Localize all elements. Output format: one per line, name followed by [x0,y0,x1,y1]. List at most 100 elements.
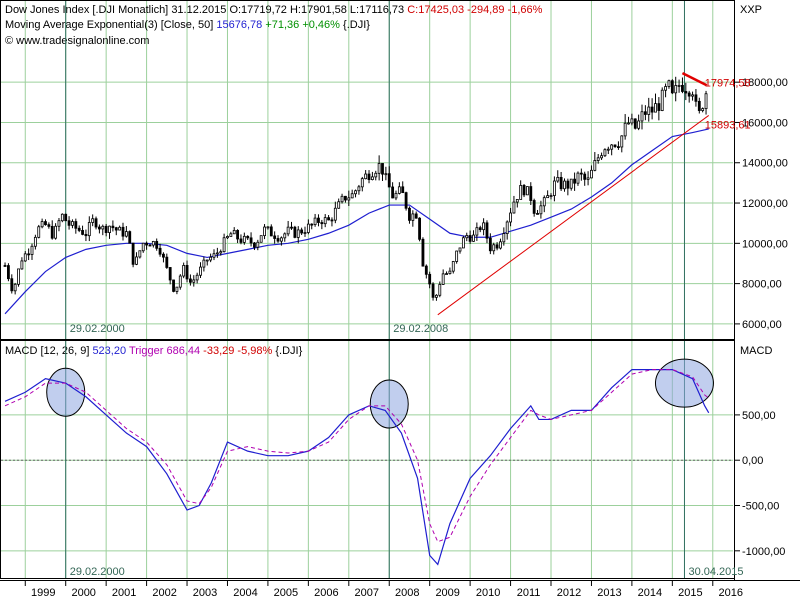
x-tick-label: 2006 [314,587,338,599]
candle-body [330,219,334,222]
candle-body [384,173,388,176]
candle-body [640,111,644,122]
candle-body [397,186,401,194]
candle-body [327,217,330,221]
candle-body [67,220,71,226]
macd-highlight-ellipse [654,358,714,408]
candle-body [374,172,378,178]
candle-body [458,247,462,252]
price-annotations: 17974,58 15893,61 29.02.2000 29.02.2008 [70,78,751,335]
candle-body [482,222,486,231]
candle-body [441,273,445,285]
candle-body [512,201,516,214]
candle-body [627,122,630,125]
candle-body [212,253,216,258]
candle-body [610,144,614,150]
candle-body [502,233,506,243]
candle-body [44,221,47,226]
candle-body [182,265,186,277]
candle-body [411,213,415,221]
candle-body [418,217,421,240]
candle-body [438,284,442,296]
candle-body [643,111,647,115]
candle-body [670,80,674,94]
candle-body [192,279,196,283]
candle-body [579,172,583,175]
candle-body [84,233,88,237]
x-tick-label: 2014 [638,587,662,599]
candle-body [381,163,384,175]
candle-body [71,221,74,226]
candle-body [138,250,142,258]
candle-body [333,207,337,221]
candle-body [202,259,206,268]
candle-body [687,92,691,97]
macd-line [4,368,710,566]
price-y-tick-label: 10000,00 [742,238,788,250]
candle-body [488,237,492,252]
candle-body [279,237,283,242]
candle-body [354,190,357,195]
candle-body [246,235,250,239]
candle-body [617,146,620,149]
trendline [437,115,710,316]
candle-body [148,244,152,247]
moving-average-layer [4,128,709,315]
candle-body [475,227,479,236]
candle-body [20,260,24,270]
price-y-tick-label: 12000,00 [742,198,788,210]
candle-body [111,225,115,229]
candle-body [691,94,694,97]
macd-y-tick-label: 0,00 [742,455,763,467]
candle-body [448,270,452,274]
candle-body [387,173,391,188]
trendline-layer [437,71,710,316]
candle-body [428,273,432,285]
x-tick-label: 2008 [395,587,419,599]
candle-body [219,251,223,254]
candle-body [529,186,533,201]
candle-body [465,235,469,239]
x-tick-label: 2002 [152,587,176,599]
candle-body [684,91,688,94]
candle-body [515,199,519,203]
macd-label: MACD [12, 26, 9] 523,20 Trigger 686,44 -… [5,345,303,357]
instrument-label: Dow Jones Index [.DJI Monatlich] 31.12.2… [5,4,543,16]
price-y-tick-label: 14000,00 [742,158,788,170]
macd-axis-title: MACD [740,345,772,357]
candle-body [391,186,395,199]
candle-body [13,283,17,292]
candle-body [30,245,34,255]
candle-body [620,135,624,148]
candle-body [472,234,475,242]
macd-y-tick-label: -500,00 [742,501,779,513]
candle-body [697,100,701,111]
candle-body [229,233,233,237]
macd-date-label: 30.04.2015 [688,566,743,578]
candle-body [559,176,563,190]
candle-body [499,241,502,249]
macd-header: MACD [12, 26, 9] 523,20 Trigger 686,44 -… [5,345,303,357]
candle-body [74,221,78,229]
candle-body [199,266,202,276]
macd-date-label: 29.02.2000 [70,566,125,578]
candle-body [310,223,314,226]
candle-body [337,201,341,209]
candle-body [185,265,189,280]
candle-body [283,233,287,239]
candle-body [556,176,560,182]
candle-body [539,205,543,215]
candle-body [54,225,58,239]
price-header: Dow Jones Index [.DJI Monatlich] 31.12.2… [5,4,543,47]
candle-body [421,238,425,267]
candle-body [27,253,31,256]
candle-body [23,253,27,262]
candle-body [468,235,472,242]
candle-body [350,193,354,199]
candles-layer [3,76,708,301]
candle-body [623,122,627,137]
candle-body [121,226,125,237]
candle-body [205,259,209,262]
candle-body [542,197,546,207]
